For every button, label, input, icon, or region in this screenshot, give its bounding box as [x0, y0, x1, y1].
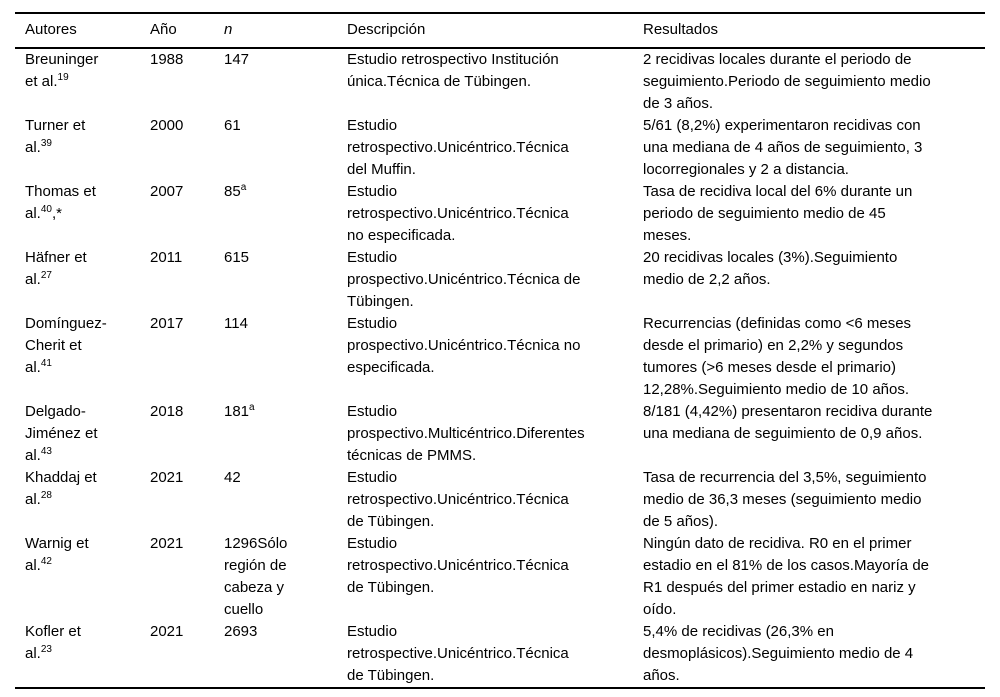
column-header-resultados: Resultados — [643, 13, 985, 49]
column-header-autores: Autores — [15, 13, 150, 49]
results-cell: Recurrencias (definidas como <6 meses de… — [643, 315, 912, 398]
table-row: Domínguez-Cherit et al.41 2017 114 Estud… — [15, 313, 985, 401]
n-cell: 181a — [224, 401, 347, 467]
reference-superscript: 23 — [40, 644, 52, 655]
author-text: Khaddaj et al. — [25, 469, 97, 508]
year-cell: 1988 — [150, 51, 184, 68]
year-cell: 2021 — [150, 469, 184, 486]
author-text: Häfner et al. — [25, 249, 87, 288]
results-cell: Tasa de recidiva local del 6% durante un… — [643, 183, 913, 244]
author-cell: Häfner et al.27 — [15, 247, 150, 313]
year-cell: 2021 — [150, 535, 184, 552]
description-cell: Estudio prospectivo.Multicéntrico.Difere… — [347, 403, 585, 464]
header-row: Autores Año n Descripción Resultados — [15, 13, 985, 49]
author-cell: Warnig et al.42 — [15, 533, 150, 621]
year-cell: 2007 — [150, 183, 184, 200]
results-cell: 8/181 (4,42%) presentaron recidiva duran… — [643, 403, 933, 442]
column-header-label: Descripción — [347, 21, 426, 38]
table-row: Breuninger et al.19 1988 147 Estudio ret… — [15, 48, 985, 115]
reference-superscript: 43 — [40, 446, 52, 457]
n-cell: 2693 — [224, 621, 347, 688]
column-header-n: n — [224, 13, 347, 49]
reference-superscript: 19 — [57, 72, 69, 83]
author-cell: Thomas et al.40,* — [15, 181, 150, 247]
reference-superscript: 39 — [40, 138, 52, 149]
column-header-label: Autores — [25, 21, 77, 38]
n-cell: 114 — [224, 313, 347, 401]
year-cell: 2021 — [150, 623, 184, 640]
author-text: Delgado-Jiménez et al. — [25, 403, 98, 464]
n-superscript: a — [249, 402, 255, 413]
results-cell: Ningún dato de recidiva. R0 en el primer… — [643, 535, 930, 618]
n-cell: 1296Sólo región de cabeza y cuello — [224, 533, 347, 621]
table-row: Thomas et al.40,* 2007 85a Estudio retro… — [15, 181, 985, 247]
table-header: Autores Año n Descripción Resultados — [15, 13, 985, 49]
n-value: 181 — [224, 403, 250, 420]
n-cell: 85a — [224, 181, 347, 247]
description-cell: Estudio retrospective.Unicéntrico.Técnic… — [347, 623, 569, 684]
author-cell: Kofler et al.23 — [15, 621, 150, 688]
year-cell: 2011 — [150, 249, 183, 266]
author-text: Kofler et al. — [25, 623, 81, 662]
results-cell: 5,4% de recidivas (26,3% en desmoplásico… — [643, 623, 914, 684]
studies-table: Autores Año n Descripción Resultados Bre… — [15, 12, 985, 689]
author-text: Thomas et al. — [25, 183, 96, 222]
author-text: Warnig et al. — [25, 535, 89, 574]
reference-superscript: 41 — [40, 358, 52, 369]
column-header-label: n — [224, 21, 233, 38]
table-row: Delgado-Jiménez et al.43 2018 181a Estud… — [15, 401, 985, 467]
results-cell: 5/61 (8,2%) experimentaron recidivas con… — [643, 117, 923, 178]
column-header-label: Año — [150, 21, 177, 38]
table-row: Kofler et al.23 2021 2693 Estudio retros… — [15, 621, 985, 688]
reference-superscript: 28 — [40, 490, 52, 501]
n-value: 114 — [224, 315, 248, 332]
description-cell: Estudio retrospectivo.Unicéntrico.Técnic… — [347, 469, 569, 530]
n-cell: 147 — [224, 48, 347, 115]
author-cell: Breuninger et al.19 — [15, 48, 150, 115]
n-value: 615 — [224, 249, 250, 266]
reference-superscript: 40 — [40, 204, 52, 215]
year-cell: 2017 — [150, 315, 184, 332]
n-cell: 61 — [224, 115, 347, 181]
author-cell: Delgado-Jiménez et al.43 — [15, 401, 150, 467]
author-cell: Turner et al.39 — [15, 115, 150, 181]
table-body: Breuninger et al.19 1988 147 Estudio ret… — [15, 48, 985, 688]
author-cell: Khaddaj et al.28 — [15, 467, 150, 533]
description-cell: Estudio retrospectivo.Unicéntrico.Técnic… — [347, 183, 569, 244]
n-value: 2693 — [224, 623, 258, 640]
author-suffix: ,* — [51, 205, 62, 222]
year-cell: 2000 — [150, 117, 184, 134]
column-header-descripcion: Descripción — [347, 13, 643, 49]
table-row: Khaddaj et al.28 2021 42 Estudio retrosp… — [15, 467, 985, 533]
n-value: 85 — [224, 183, 241, 200]
n-superscript: a — [240, 182, 247, 193]
n-value: 42 — [224, 469, 241, 486]
description-cell: Estudio retrospectivo Institución única.… — [347, 51, 559, 90]
description-cell: Estudio retrospectivo.Unicéntrico.Técnic… — [347, 117, 569, 178]
table-row: Warnig et al.42 2021 1296Sólo región de … — [15, 533, 985, 621]
author-text: Turner et al. — [25, 117, 86, 156]
n-cell: 615 — [224, 247, 347, 313]
n-cell: 42 — [224, 467, 347, 533]
table-row: Turner et al.39 2000 61 Estudio retrospe… — [15, 115, 985, 181]
n-value: 147 — [224, 51, 250, 68]
author-cell: Domínguez-Cherit et al.41 — [15, 313, 150, 401]
author-text: Breuninger et al. — [25, 51, 99, 90]
results-cell: 20 recidivas locales (3%).Seguimiento me… — [643, 249, 898, 288]
n-value: 61 — [224, 117, 241, 134]
reference-superscript: 42 — [40, 556, 52, 567]
reference-superscript: 27 — [40, 270, 52, 281]
results-cell: Tasa de recurrencia del 3,5%, seguimient… — [643, 469, 927, 530]
column-header-label: Resultados — [643, 21, 719, 38]
description-cell: Estudio retrospectivo.Unicéntrico.Técnic… — [347, 535, 569, 596]
description-cell: Estudio prospectivo.Unicéntrico.Técnica … — [347, 315, 581, 376]
results-cell: 2 recidivas locales durante el periodo d… — [643, 51, 931, 112]
description-cell: Estudio prospectivo.Unicéntrico.Técnica … — [347, 249, 581, 310]
table-row: Häfner et al.27 2011 615 Estudio prospec… — [15, 247, 985, 313]
author-text: Domínguez-Cherit et al. — [25, 315, 107, 376]
year-cell: 2018 — [150, 403, 184, 420]
n-value: 1296Sólo región de cabeza y cuello — [224, 535, 288, 618]
column-header-ano: Año — [150, 13, 224, 49]
